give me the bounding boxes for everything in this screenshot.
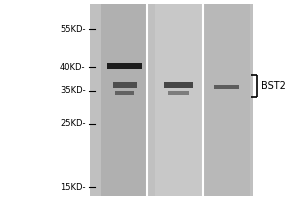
Bar bbox=[155, 4, 202, 196]
Bar bbox=[90, 4, 253, 196]
Bar bbox=[214, 85, 239, 89]
Text: 35KD-: 35KD- bbox=[60, 86, 85, 95]
Text: 55KD-: 55KD- bbox=[60, 24, 85, 33]
Bar bbox=[101, 4, 148, 196]
Bar bbox=[115, 91, 134, 95]
Text: 15KD-: 15KD- bbox=[60, 182, 85, 192]
Bar bbox=[164, 82, 193, 88]
Bar bbox=[112, 82, 136, 88]
Bar bbox=[203, 4, 250, 196]
Bar bbox=[107, 63, 142, 69]
Text: 40KD-: 40KD- bbox=[60, 62, 85, 72]
Bar bbox=[168, 91, 189, 95]
Text: BST2: BST2 bbox=[261, 81, 286, 91]
Text: 25KD-: 25KD- bbox=[60, 119, 85, 129]
